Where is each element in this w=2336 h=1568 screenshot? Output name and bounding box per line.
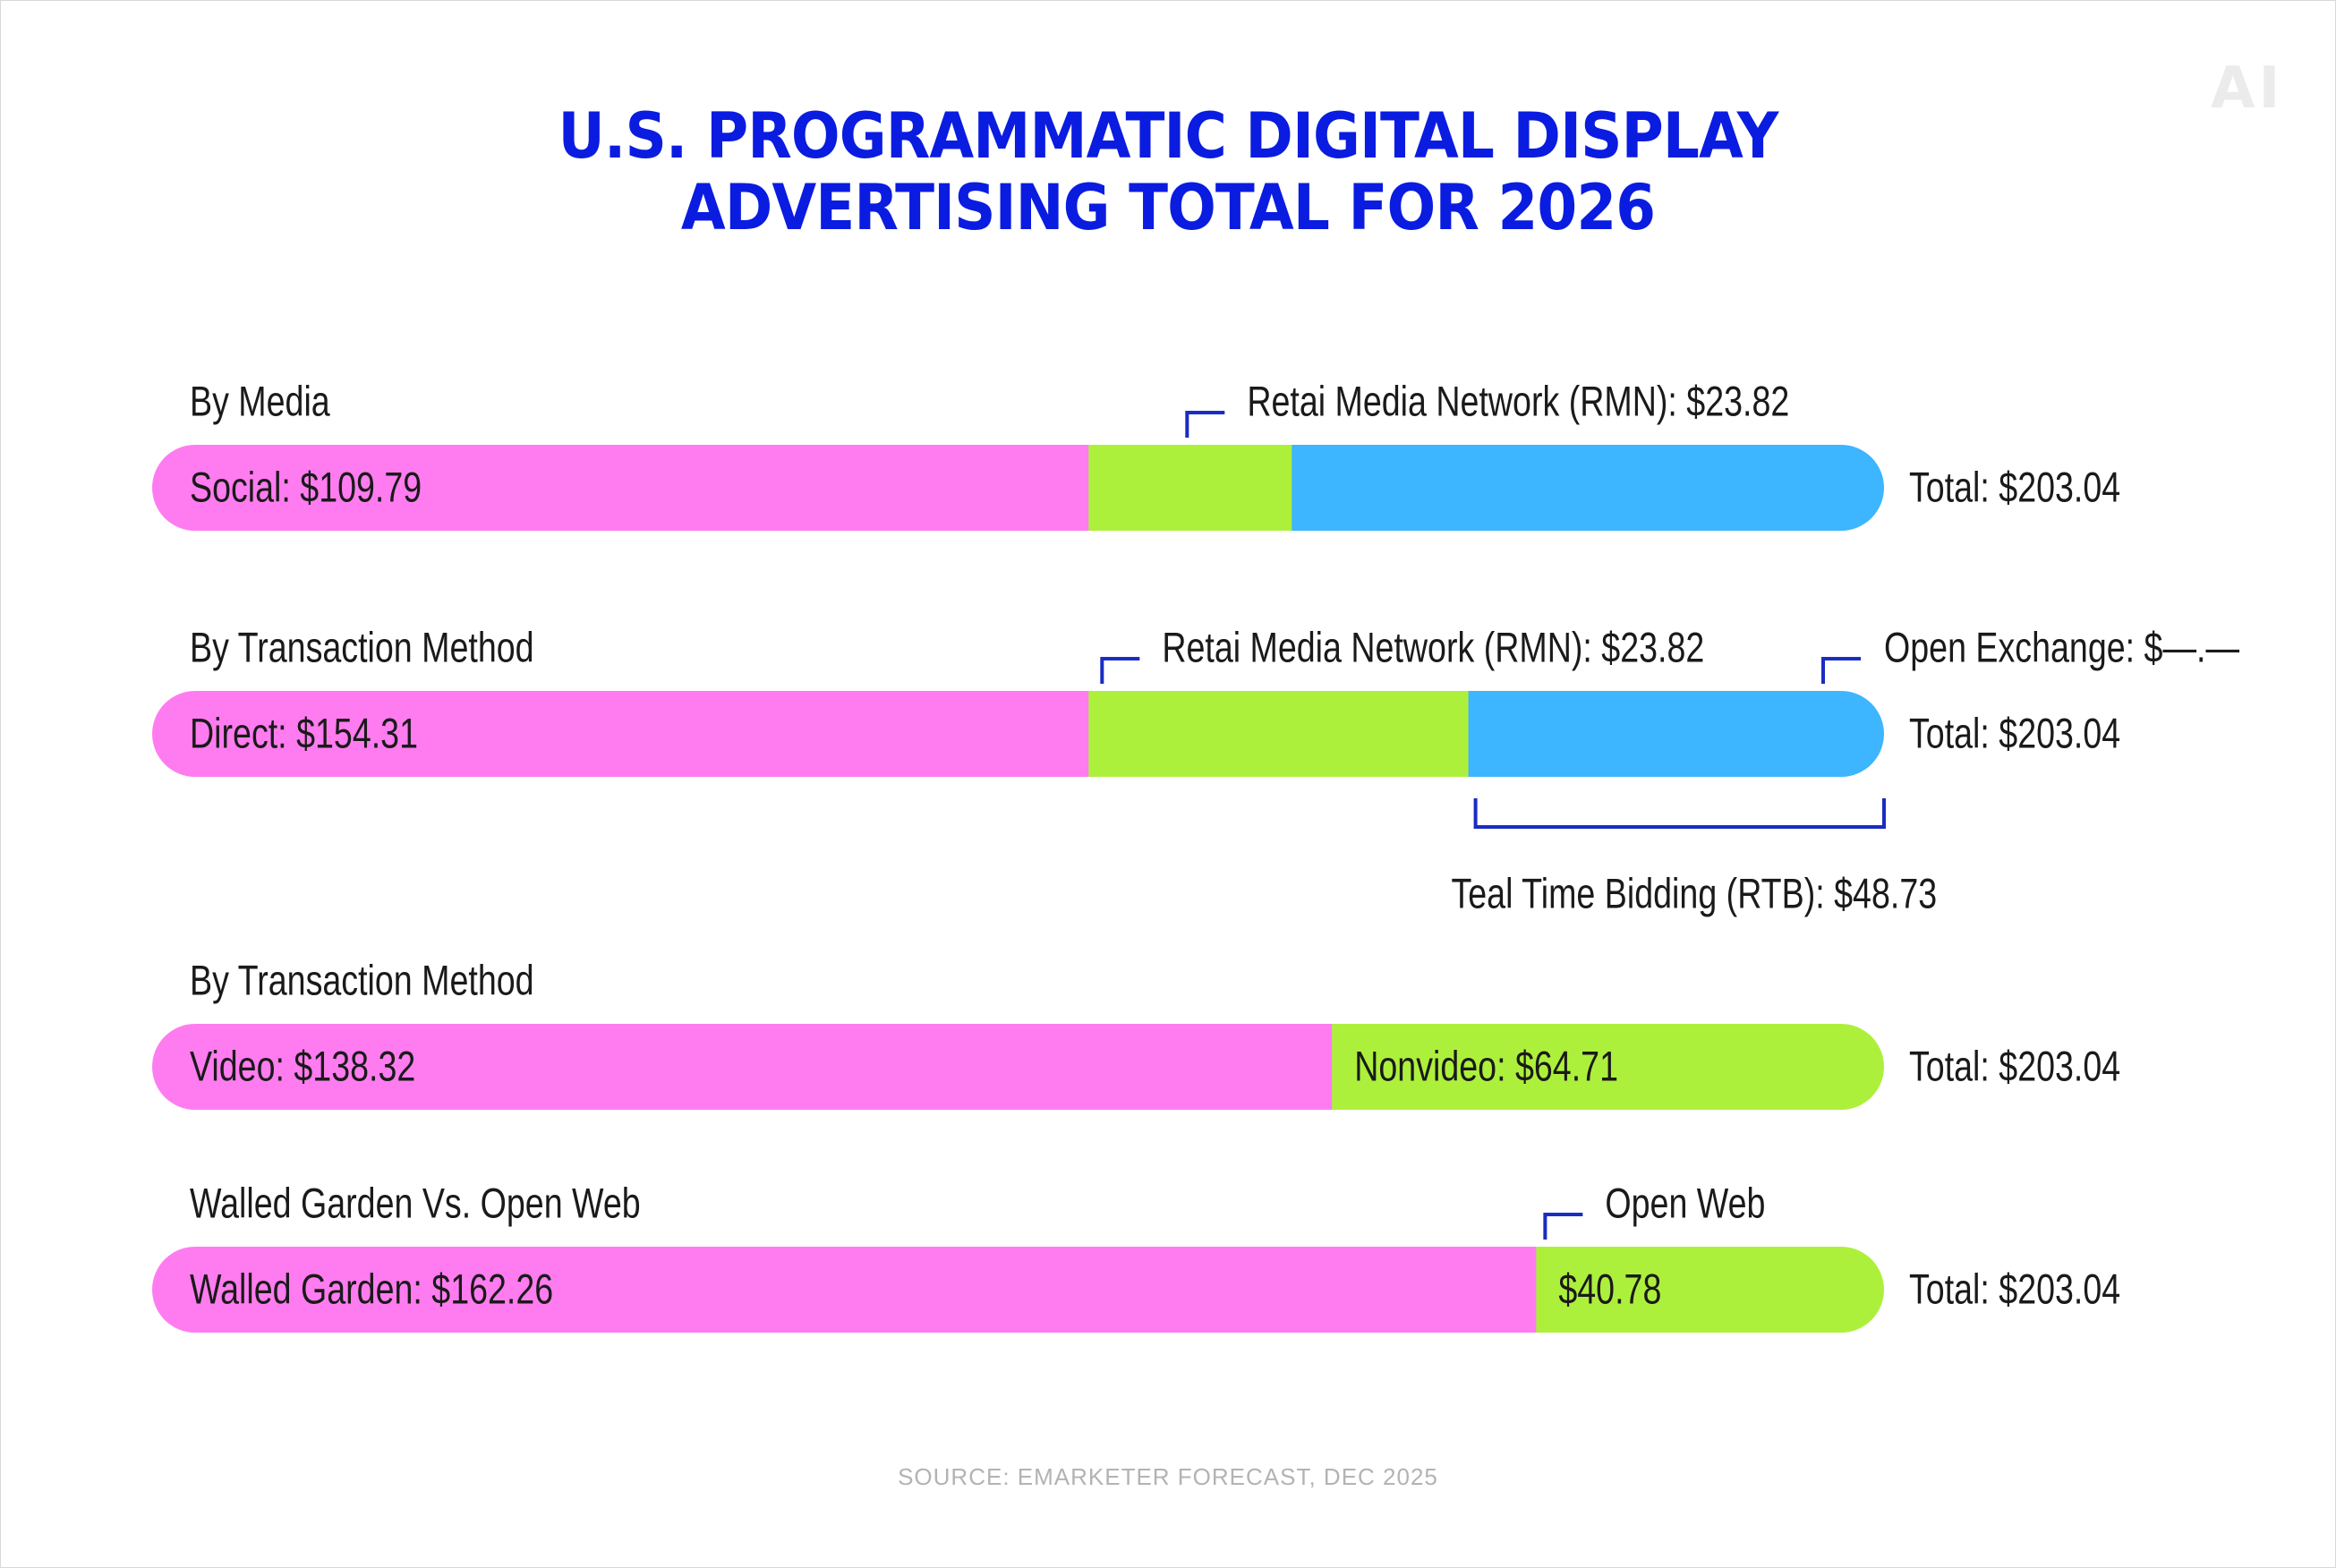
callout-bracket [1543, 1213, 1583, 1240]
bar-segment-green [1536, 1247, 1884, 1333]
row-heading: By Media [190, 377, 330, 424]
brand-logo: AI [2211, 55, 2284, 122]
chart-title: U.S. PROGRAMMATIC DIGITAL DISPLAY ADVERT… [93, 100, 2242, 243]
stacked-bar [152, 691, 1884, 777]
title-line-1: U.S. PROGRAMMATIC DIGITAL DISPLAY [558, 99, 1779, 173]
stacked-bar [152, 1024, 1884, 1110]
row-total: Total: $203.04 [1909, 1042, 2120, 1089]
segment-label: $40.78 [1558, 1265, 1661, 1312]
source-note: SOURCE: EMARKETER FORECAST, DEC 2025 [898, 1463, 1438, 1490]
row-total: Total: $203.04 [1909, 463, 2120, 510]
bar-segment-green [1332, 1024, 1884, 1110]
stacked-bar [152, 445, 1884, 531]
row-heading: By Transaction Method [190, 623, 534, 670]
segment-callout: Retai Media Network (RMN): $23.82 [1162, 623, 1704, 670]
callout-bracket [1185, 411, 1225, 438]
row-total: Total: $203.04 [1909, 1265, 2120, 1312]
bar-segment-green [1088, 691, 1470, 777]
bar-segment-pink [152, 691, 1089, 777]
segment-label: Direct: $154.31 [190, 709, 418, 756]
row-total: Total: $203.04 [1909, 709, 2120, 756]
bar-segment-green [1088, 445, 1292, 531]
segment-callout: Retai Media Network (RMN): $23.82 [1247, 377, 1789, 424]
end-callout: Open Exchange: $—.— [1884, 623, 2239, 670]
segment-label: Nonvideo: $64.71 [1354, 1042, 1618, 1089]
callout-bracket [1100, 657, 1140, 684]
stacked-bar [152, 1247, 1884, 1333]
bar-segment-blue [1292, 445, 1884, 531]
segment-callout: Open Web [1605, 1179, 1765, 1226]
callout-bracket [1821, 657, 1861, 684]
bar-segment-blue [1468, 691, 1884, 777]
row-heading: Walled Garden Vs. Open Web [190, 1179, 641, 1226]
bar-segment-pink [152, 1247, 1537, 1333]
title-line-2: ADVERTISING TOTAL FOR 2026 [680, 171, 1656, 244]
row-heading: By Transaction Method [190, 956, 534, 1003]
segment-label: Video: $138.32 [190, 1042, 415, 1089]
segment-label: Social: $109.79 [190, 463, 422, 510]
bar-segment-pink [152, 1024, 1333, 1110]
callout-bracket-below [1473, 798, 1886, 829]
segment-callout-below: Teal Time Bidding (RTB): $48.73 [1451, 869, 1937, 916]
segment-label: Walled Garden: $162.26 [190, 1265, 553, 1312]
bar-segment-pink [152, 445, 1089, 531]
